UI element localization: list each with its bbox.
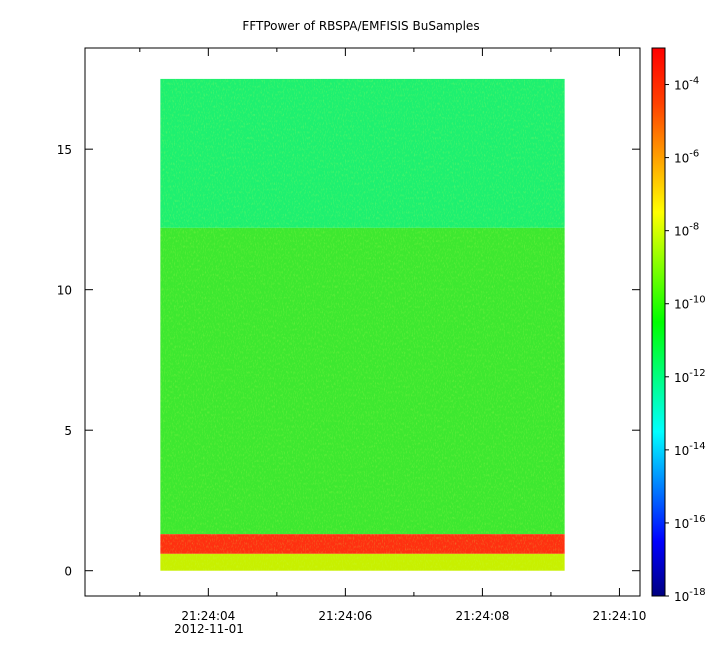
colorbar-tick-label: 10-10 [674,295,706,312]
colorbar-tick-label: 10-18 [674,587,706,604]
x-tick-label: 21:24:08 [455,609,509,623]
y-tick-label: 0 [64,565,72,579]
colorbar-tick-label: 10-16 [674,514,706,531]
x-tick-label: 21:24:04 [181,609,235,623]
chart-title: FFTPower of RBSPA/EMFISIS BuSamples [242,19,479,33]
y-tick-label: 5 [64,424,72,438]
y-tick-label: 10 [57,284,72,298]
heatmap-area [160,78,565,571]
x-tick-label: 21:24:06 [318,609,372,623]
x-tick-label: 21:24:10 [592,609,646,623]
colorbar [651,47,666,597]
colorbar-tick-label: 10-8 [674,222,699,239]
y-tick-label: 15 [57,143,72,157]
x-date-label: 2012-11-01 [174,622,244,636]
colorbar-tick-label: 10-6 [674,149,699,166]
heatmap-noise [160,78,565,571]
colorbar-tick-label: 10-4 [674,76,699,93]
colorbar-tick-label: 10-14 [674,441,706,458]
colorbar-tick-label: 10-12 [674,368,706,385]
